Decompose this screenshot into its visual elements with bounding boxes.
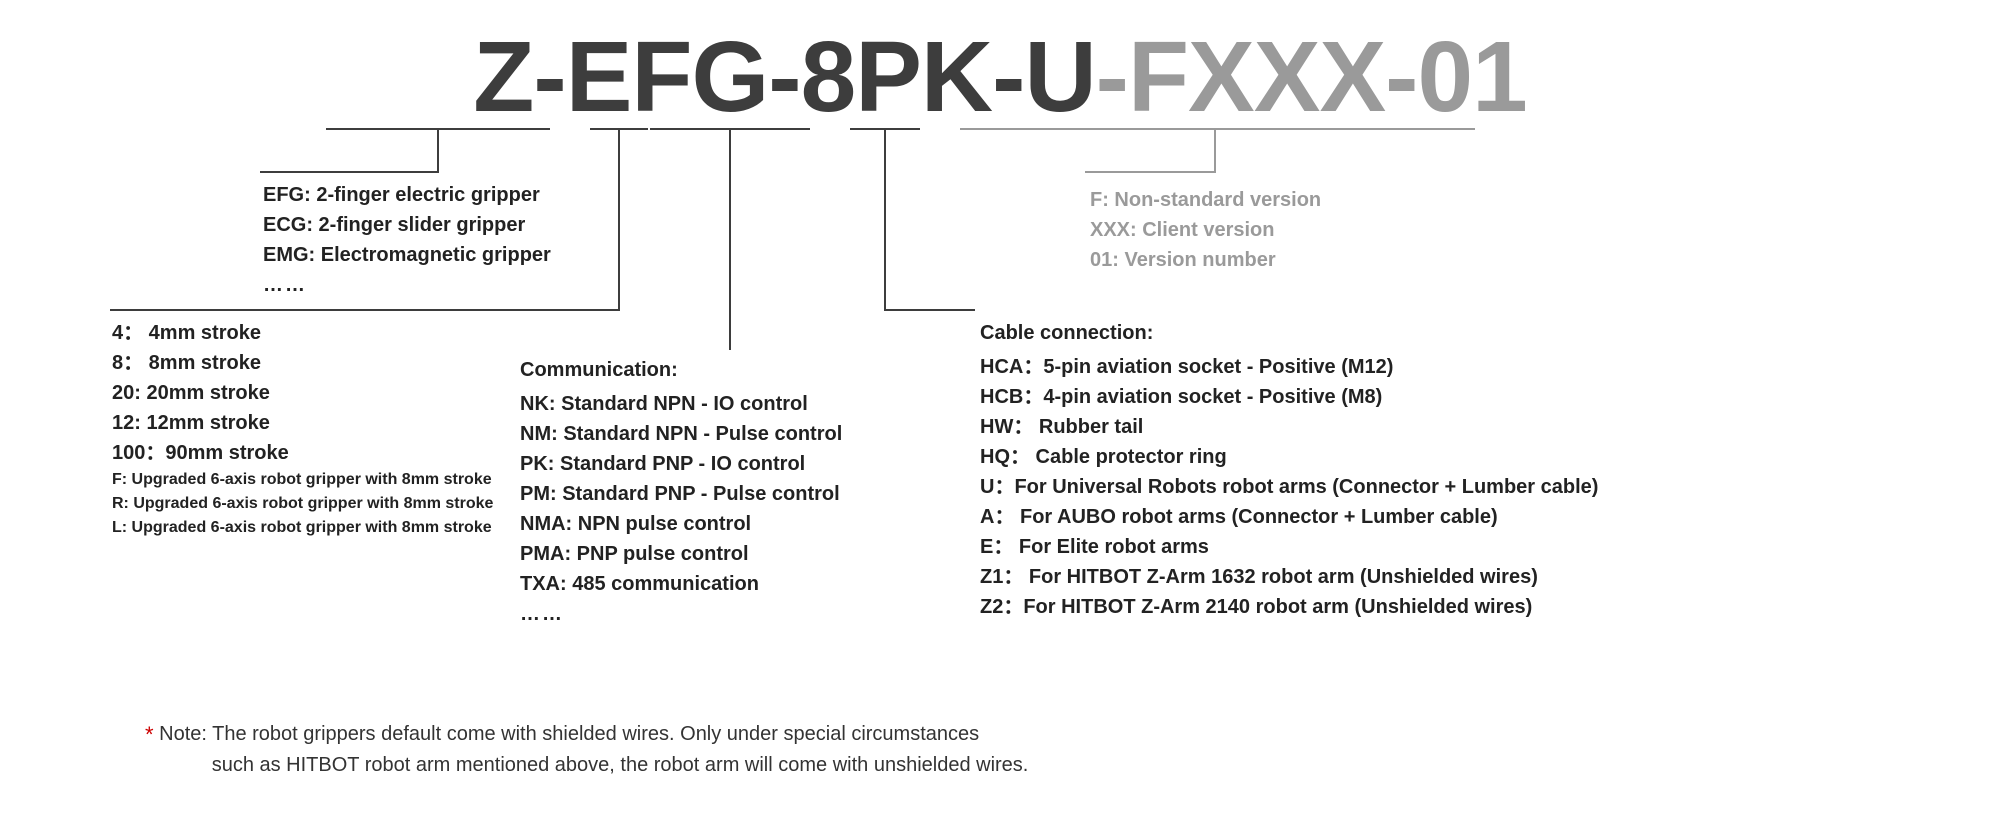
comm-row-pk: PK: Standard PNP - IO control [520, 449, 842, 479]
footnote-line2: such as HITBOT robot arm mentioned above… [212, 754, 1029, 776]
comm-heading: Communication: [520, 355, 842, 385]
stroke-row-100: 100：90mm stroke [112, 438, 493, 468]
cable-row-z2: Z2：For HITBOT Z-Arm 2140 robot arm (Unsh… [980, 592, 1598, 622]
cable-block: Cable connection: HCA：5-pin aviation soc… [980, 318, 1598, 622]
comm-row-nm: NM: Standard NPN - Pulse control [520, 419, 842, 449]
type-block: EFG: 2-finger electric gripper ECG: 2-fi… [263, 180, 551, 300]
stroke-row-4: 4： 4mm stroke [112, 318, 493, 348]
cable-row-hca: HCA：5-pin aviation socket - Positive (M1… [980, 352, 1598, 382]
cable-row-u: U：For Universal Robots robot arms (Conne… [980, 472, 1598, 502]
stroke-row-f: F: Upgraded 6-axis robot gripper with 8m… [112, 468, 493, 492]
cable-row-z1: Z1： For HITBOT Z-Arm 1632 robot arm (Uns… [980, 562, 1598, 592]
cable-row-e: E： For Elite robot arms [980, 532, 1598, 562]
footnote-star-icon: * [145, 722, 154, 747]
comm-row-pm: PM: Standard PNP - Pulse control [520, 479, 842, 509]
type-row-efg: EFG: 2-finger electric gripper [263, 180, 551, 210]
footnote: * Note: The robot grippers default come … [145, 720, 1028, 779]
comm-row-pma: PMA: PNP pulse control [520, 539, 842, 569]
type-row-emg: EMG: Electromagnetic gripper [263, 240, 551, 270]
cable-row-hcb: HCB：4-pin aviation socket - Positive (M8… [980, 382, 1598, 412]
comm-row-nma: NMA: NPN pulse control [520, 509, 842, 539]
version-row-xxx: XXX: Client version [1090, 215, 1321, 245]
comm-row-txa: TXA: 485 communication [520, 569, 842, 599]
cable-row-hq: HQ： Cable protector ring [980, 442, 1598, 472]
cable-row-a: A： For AUBO robot arms (Connector + Lumb… [980, 502, 1598, 532]
stroke-row-l: L: Upgraded 6-axis robot gripper with 8m… [112, 516, 493, 540]
stroke-block: 4： 4mm stroke 8： 8mm stroke 20: 20mm str… [112, 318, 493, 540]
version-row-f: F: Non-standard version [1090, 185, 1321, 215]
comm-ellipsis: …… [520, 599, 842, 629]
stroke-row-12: 12: 12mm stroke [112, 408, 493, 438]
version-block: F: Non-standard version XXX: Client vers… [1090, 185, 1321, 275]
stroke-row-20: 20: 20mm stroke [112, 378, 493, 408]
comm-row-nk: NK: Standard NPN - IO control [520, 389, 842, 419]
communication-block: Communication: NK: Standard NPN - IO con… [520, 355, 842, 629]
type-ellipsis: …… [263, 270, 551, 300]
stroke-row-8: 8： 8mm stroke [112, 348, 493, 378]
footnote-line1: Note: The robot grippers default come wi… [159, 723, 979, 745]
stroke-row-r: R: Upgraded 6-axis robot gripper with 8m… [112, 492, 493, 516]
version-row-01: 01: Version number [1090, 245, 1321, 275]
type-row-ecg: ECG: 2-finger slider gripper [263, 210, 551, 240]
cable-heading: Cable connection: [980, 318, 1598, 348]
cable-row-hw: HW： Rubber tail [980, 412, 1598, 442]
